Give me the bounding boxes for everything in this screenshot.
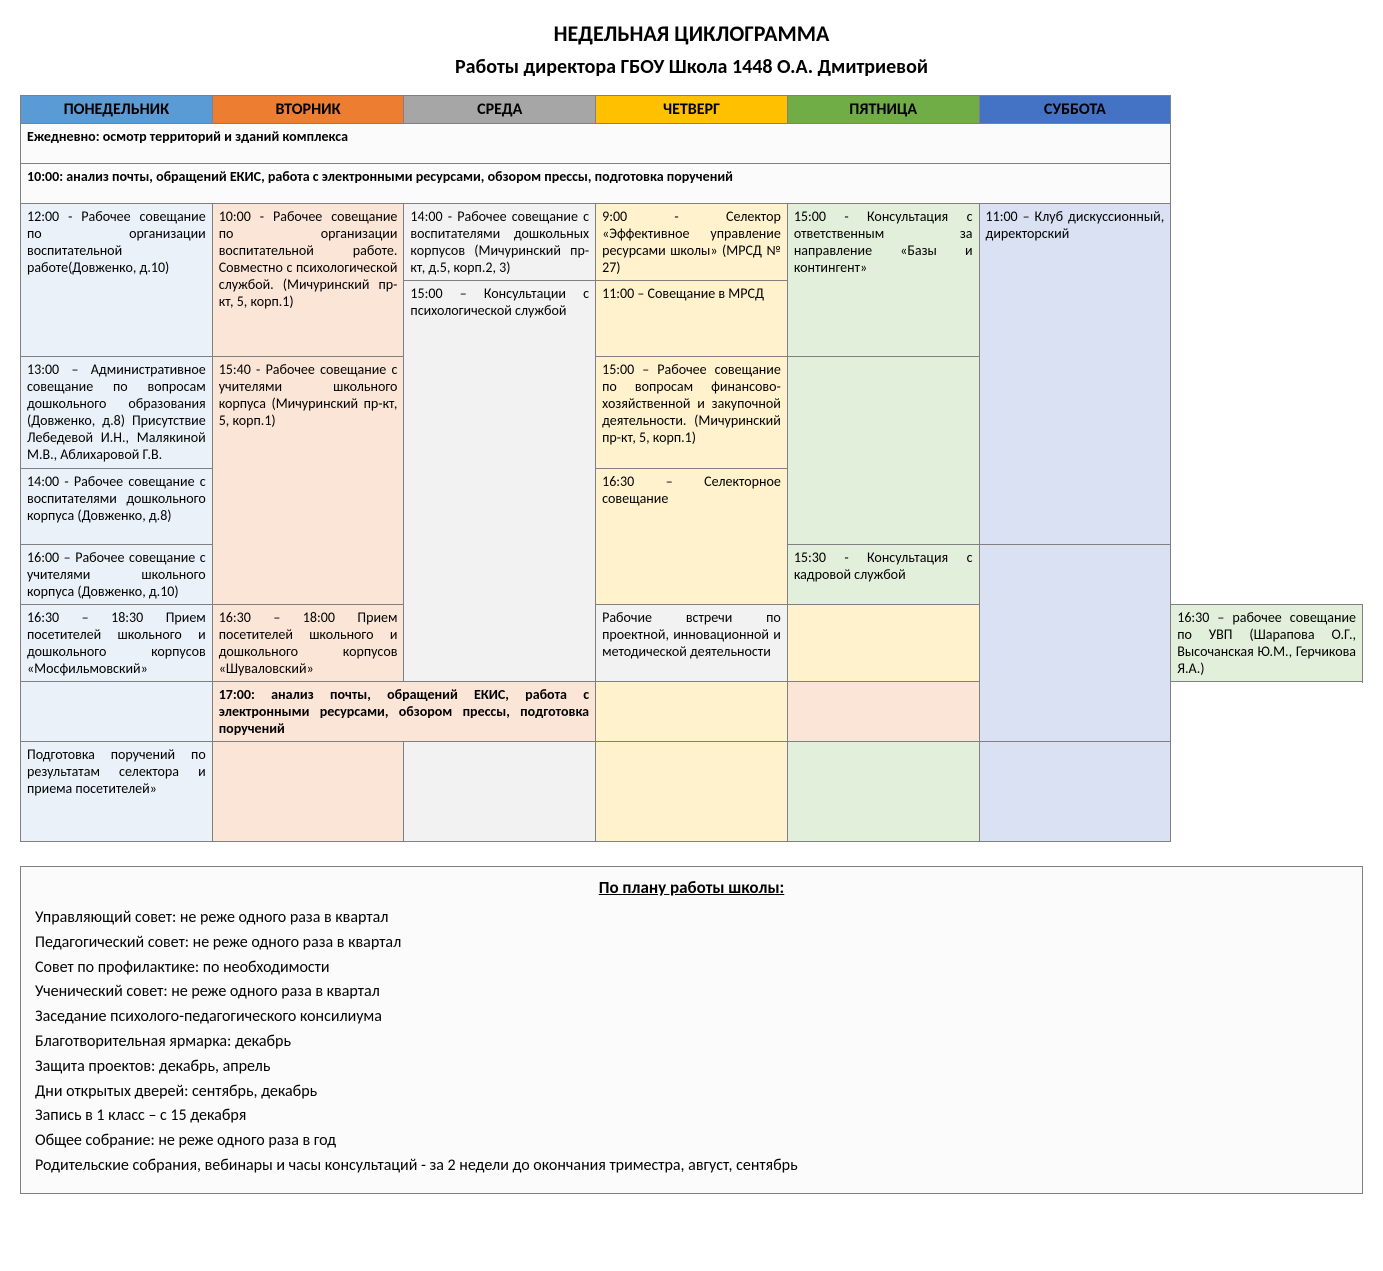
morning-analysis-cell: 10:00: анализ почты, обращений ЕКИС, раб…	[21, 164, 1171, 204]
header-wed: СРЕДА	[404, 96, 596, 124]
page-subtitle: Работы директора ГБОУ Школа 1448 О.А. Дм…	[20, 55, 1363, 79]
thu-0900: 9:00 - Селектор «Эффективное управление …	[596, 204, 788, 281]
wed-1500: 15:00 – Консультации с психологической с…	[404, 281, 596, 682]
page-title: НЕДЕЛЬНАЯ ЦИКЛОГРАММА	[20, 20, 1363, 47]
plan-item: Дни открытых дверей: сентябрь, декабрь	[35, 1080, 1348, 1105]
plan-item: Защита проектов: декабрь, апрель	[35, 1055, 1348, 1080]
header-row: ПОНЕДЕЛЬНИК ВТОРНИК СРЕДА ЧЕТВЕРГ ПЯТНИЦ…	[21, 96, 1363, 124]
tue-1540: 15:40 - Рабочее совещание с учителями шк…	[212, 357, 404, 605]
evening-analysis-cell: 17:00: анализ почты, обращений ЕКИС, раб…	[212, 682, 595, 742]
schedule-table: ПОНЕДЕЛЬНИК ВТОРНИК СРЕДА ЧЕТВЕРГ ПЯТНИЦ…	[20, 95, 1363, 842]
mon-1600: 16:00 – Рабочее совещание с учителями шк…	[21, 545, 213, 605]
sat-empty-9	[979, 742, 1171, 842]
schedule-row-1: 12:00 - Рабочее совещание по организации…	[21, 204, 1363, 281]
plan-box: По плану работы школы: Управляющий совет…	[20, 866, 1363, 1194]
fri-1500: 15:00 - Консультация с ответственным за …	[787, 204, 979, 357]
header-sat: СУББОТА	[979, 96, 1171, 124]
header-mon: ПОНЕДЕЛЬНИК	[21, 96, 213, 124]
plan-item: Совет по профилактике: по необходимости	[35, 956, 1348, 981]
thu-1500: 15:00 – Рабочее совещание по вопросам фи…	[596, 357, 788, 469]
plan-title: По плану работы школы:	[35, 877, 1348, 898]
plan-item: Общее собрание: не реже одного раза в го…	[35, 1129, 1348, 1154]
mon-1630: 16:30 – 18:30 Прием посетителей школьног…	[21, 605, 213, 682]
sat-1100: 11:00 – Клуб дискуссионный, директорский	[979, 204, 1171, 545]
thu-empty-6	[787, 605, 979, 682]
fri-empty-9	[787, 742, 979, 842]
tue-empty-9	[212, 742, 404, 842]
mon-1400: 14:00 - Рабочее совещание с воспитателям…	[21, 469, 213, 545]
plan-item: Благотворительная ярмарка: декабрь	[35, 1030, 1348, 1055]
mon-prep: Подготовка поручений по результатам селе…	[21, 742, 213, 842]
fri-empty-mid	[787, 357, 979, 545]
thu-empty-8	[596, 682, 788, 742]
fri-1530: 15:30 - Консультация с кадровой службой	[787, 545, 979, 605]
span-row-morning: 10:00: анализ почты, обращений ЕКИС, раб…	[21, 164, 1363, 204]
sat-empty-mid	[979, 545, 1171, 742]
plan-item: Управляющий совет: не реже одного раза в…	[35, 906, 1348, 931]
tue-1630: 16:30 – 18:00 Прием посетителей школьног…	[212, 605, 404, 682]
mon-1300: 13:00 – Административное совещание по во…	[21, 357, 213, 469]
fri-1630: 16:30 – рабочее совещание по УВП (Шарапо…	[1171, 605, 1363, 682]
wed-1400: 14:00 - Рабочее совещание с воспитателям…	[404, 204, 596, 281]
plan-item: Заседание психолого-педагогического конс…	[35, 1005, 1348, 1030]
mon-1200: 12:00 - Рабочее совещание по организации…	[21, 204, 213, 357]
thu-1100: 11:00 – Совещание в МРСД	[596, 281, 788, 357]
plan-item: Родительские собрания, вебинары и часы к…	[35, 1154, 1348, 1179]
mon-empty-8	[21, 682, 213, 742]
schedule-row-9: Подготовка поручений по результатам селе…	[21, 742, 1363, 842]
plan-item: Педагогический совет: не реже одного раз…	[35, 931, 1348, 956]
daily-inspection-cell: Ежедневно: осмотр территорий и зданий ко…	[21, 124, 1171, 164]
header-fri: ПЯТНИЦА	[787, 96, 979, 124]
header-tue: ВТОРНИК	[212, 96, 404, 124]
fri-empty-8	[787, 682, 979, 742]
span-row-daily: Ежедневно: осмотр территорий и зданий ко…	[21, 124, 1363, 164]
thu-empty-9	[596, 742, 788, 842]
thu-1630: 16:30 – Селекторное совещание	[596, 469, 788, 605]
plan-item: Ученический совет: не реже одного раза в…	[35, 980, 1348, 1005]
plan-item: Запись в 1 класс – с 15 декабря	[35, 1104, 1348, 1129]
wed-empty-9	[404, 742, 596, 842]
wed-meet: Рабочие встречи по проектной, инновацион…	[596, 605, 788, 682]
tue-1000: 10:00 - Рабочее совещание по организации…	[212, 204, 404, 357]
header-thu: ЧЕТВЕРГ	[596, 96, 788, 124]
